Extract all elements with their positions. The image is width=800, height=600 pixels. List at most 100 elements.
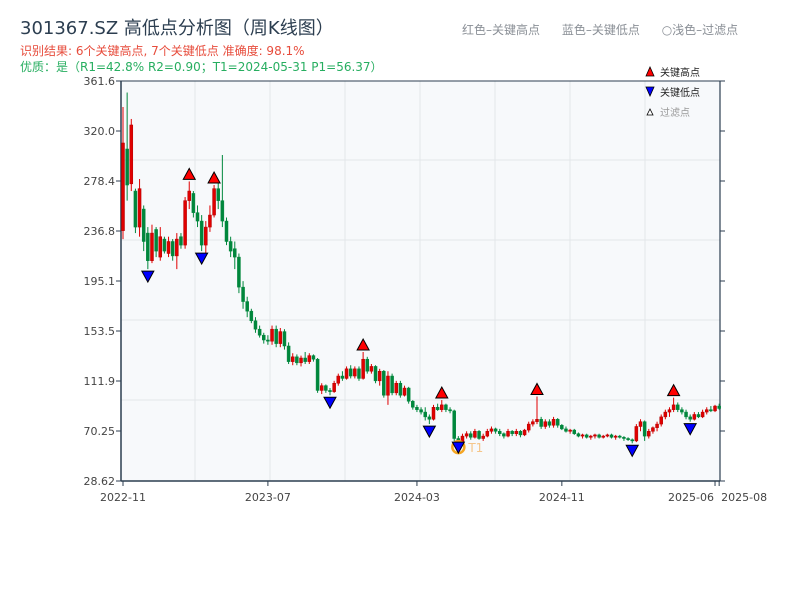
- candle-body: [274, 328, 278, 344]
- candle-body: [398, 382, 403, 396]
- candle-body: [518, 431, 523, 436]
- candle-body: [469, 433, 473, 438]
- candle-body: [390, 375, 394, 394]
- candle-body: [671, 404, 676, 410]
- key-high-marker: [530, 382, 544, 395]
- candle-body: [377, 370, 382, 382]
- key-high-marker: [356, 337, 370, 351]
- candle-body: [228, 241, 233, 252]
- key-high-marker: [434, 386, 449, 399]
- candle-body: [133, 190, 138, 228]
- candle-body: [514, 431, 519, 434]
- candle-body: [208, 214, 212, 228]
- candle-body: [481, 435, 485, 439]
- candle-body: [340, 375, 345, 379]
- key-high-marker: [666, 383, 681, 397]
- candle-body: [245, 301, 249, 312]
- chart-title: 301367.SZ 高低点分析图（周K线图）: [20, 18, 334, 39]
- candle-body: [601, 435, 605, 438]
- candle-body: [175, 238, 179, 257]
- candle-body: [435, 407, 440, 410]
- candle-body: [613, 435, 618, 438]
- top-legend: 红色–关键高点 蓝色–关键低点 ○浅色–过滤点: [462, 21, 738, 38]
- candle-body: [440, 404, 444, 410]
- y-tick-label: 153.5: [84, 325, 116, 338]
- candle-body: [526, 423, 531, 431]
- candle-body: [626, 438, 630, 440]
- candle-body: [419, 409, 423, 413]
- candle-body: [568, 429, 572, 432]
- candle-body: [199, 220, 204, 246]
- x-tick-label: 2022-11: [100, 491, 146, 504]
- candle-body: [688, 416, 692, 420]
- candle-body: [502, 433, 506, 437]
- candle-body: [386, 375, 390, 396]
- candle-body: [659, 416, 663, 425]
- candle-body: [249, 310, 254, 322]
- candle-body: [353, 368, 357, 377]
- candle-body: [609, 434, 614, 438]
- legend-low-label: 关键低点: [660, 86, 700, 99]
- candle-body: [539, 419, 543, 427]
- key-low-marker: [140, 270, 155, 284]
- candle-body: [460, 435, 465, 444]
- candle-body: [464, 433, 469, 437]
- candle-body: [204, 226, 208, 246]
- legend-high-label: 关键高点: [660, 66, 700, 79]
- candle-body: [125, 148, 129, 186]
- candle-body: [141, 208, 146, 242]
- candle-body: [618, 435, 622, 438]
- candle-body: [431, 407, 436, 420]
- candle-body: [547, 421, 552, 426]
- top-legend-filtered: ○浅色–过滤点: [661, 23, 739, 37]
- y-tick-label: 361.6: [84, 75, 116, 88]
- candle-body: [328, 390, 332, 392]
- candle-body: [170, 241, 175, 257]
- candle-body: [630, 439, 634, 442]
- candle-body: [473, 431, 477, 438]
- x-tick-label: 2025-06: [668, 491, 714, 504]
- candle-body: [332, 382, 336, 392]
- candle-body: [415, 407, 419, 410]
- candle-body: [348, 368, 353, 377]
- candle-body: [584, 434, 589, 438]
- candle-body: [121, 142, 125, 231]
- candle-body: [456, 438, 461, 444]
- candle-body: [411, 401, 415, 408]
- chart-legend: 关键高点 关键低点 过滤点: [645, 66, 700, 119]
- key-low-marker: [451, 441, 466, 455]
- candle-body: [158, 236, 163, 258]
- y-tick-label: 28.62: [84, 475, 116, 488]
- candle-body: [162, 238, 167, 252]
- candle-body: [531, 421, 535, 425]
- candle-body: [179, 236, 183, 246]
- candle-body: [262, 334, 266, 341]
- candle-body: [555, 419, 560, 426]
- candle-body: [324, 385, 328, 391]
- candle-body: [700, 411, 705, 418]
- candle-body: [402, 387, 407, 396]
- candle-body: [572, 429, 577, 434]
- x-tick-label: 2025-08: [721, 491, 767, 504]
- y-tick-label: 195.1: [84, 275, 116, 288]
- candle-body: [642, 421, 647, 437]
- candle-body: [282, 331, 287, 347]
- y-tick-label: 236.8: [84, 225, 116, 238]
- key-low-marker: [194, 252, 209, 266]
- candle-body: [311, 355, 316, 360]
- candle-body: [195, 212, 200, 222]
- candle-body: [485, 431, 490, 437]
- candle-body: [684, 411, 688, 418]
- candle-body: [452, 410, 456, 439]
- candle-body: [692, 414, 697, 420]
- key-low-marker: [625, 444, 640, 458]
- key-low-marker: [683, 423, 698, 436]
- t1-circle: [451, 439, 466, 455]
- legend-filtered-icon: [646, 108, 654, 116]
- candle-body: [427, 416, 432, 420]
- candle-body: [535, 419, 539, 422]
- candle-body: [394, 382, 398, 394]
- y-tick-label: 111.9: [84, 375, 116, 388]
- candle-body: [667, 409, 672, 413]
- candle-body: [493, 428, 498, 432]
